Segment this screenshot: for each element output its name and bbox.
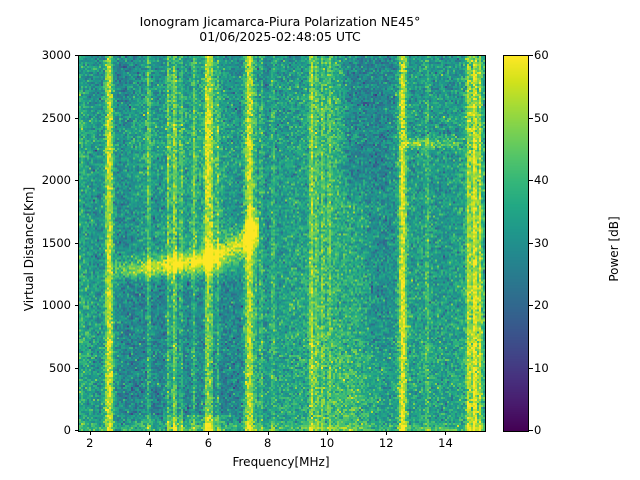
- x-axis-label: Frequency[MHz]: [232, 455, 330, 469]
- x-axis-tick-label: 12: [378, 436, 394, 450]
- x-axis-tick-mark: [208, 431, 210, 435]
- x-axis-tick-label: 10: [319, 436, 335, 450]
- y-axis-tick-label: 3000: [41, 48, 71, 62]
- y-axis-tick-label: 2000: [41, 173, 71, 187]
- colorbar-tick-mark: [529, 305, 533, 306]
- colorbar: [503, 55, 529, 432]
- y-axis-tick-mark: [74, 117, 78, 119]
- ionogram-heatmap: [79, 56, 485, 431]
- colorbar-tick-label: 40: [534, 173, 549, 187]
- x-axis-tick-mark: [267, 431, 269, 435]
- colorbar-label: Power [dB]: [607, 216, 621, 282]
- y-axis: 0 500 1000 1500 2000 2500 3000: [0, 0, 78, 480]
- x-axis-tick-mark: [326, 431, 328, 435]
- y-axis-tick-mark: [74, 180, 78, 181]
- x-axis-tick-mark: [89, 431, 91, 435]
- y-axis-tick-label: 1000: [41, 298, 71, 312]
- colorbar-tick-mark: [529, 242, 533, 244]
- colorbar-tick-label: 60: [534, 48, 549, 62]
- y-axis-tick-mark: [74, 430, 78, 431]
- colorbar-gradient: [504, 56, 528, 431]
- y-axis-tick-label: 1500: [41, 235, 71, 250]
- x-axis-tick-label: 4: [145, 436, 153, 450]
- colorbar-tick-label: 0: [534, 423, 542, 437]
- colorbar-tick-mark: [529, 180, 533, 181]
- x-axis-tick-label: 6: [204, 436, 213, 450]
- y-axis-tick-mark: [74, 55, 78, 56]
- colorbar-tick-mark: [529, 55, 533, 56]
- title-line-1: Ionogram Jicamarca-Piura Polarization NE…: [139, 14, 421, 29]
- x-axis-tick-label: 8: [263, 436, 272, 450]
- x-axis-tick-mark: [149, 431, 151, 435]
- x-axis-tick-mark: [445, 431, 447, 435]
- y-axis-tick-mark: [74, 242, 78, 244]
- x-axis-tick-label: 14: [438, 436, 453, 450]
- x-axis-tick-label: 2: [86, 436, 94, 450]
- colorbar-tick-label: 10: [534, 360, 549, 375]
- y-axis-tick-label: 0: [63, 423, 71, 437]
- chart-title: Ionogram Jicamarca-Piura Polarization NE…: [0, 14, 560, 44]
- y-axis-tick-mark: [74, 305, 78, 306]
- x-axis-tick-mark: [386, 431, 388, 435]
- colorbar-tick-label: 30: [534, 235, 549, 250]
- colorbar-tick-label: 20: [534, 298, 549, 312]
- y-axis-tick-mark: [74, 367, 78, 369]
- title-line-2: 01/06/2025-02:48:05 UTC: [199, 29, 361, 44]
- y-axis-tick-label: 2500: [41, 110, 71, 125]
- colorbar-tick-mark: [529, 117, 533, 119]
- colorbar-tick-label: 50: [534, 110, 549, 125]
- colorbar-tick-mark: [529, 430, 533, 431]
- colorbar-tick-mark: [529, 367, 533, 369]
- plot-area[interactable]: [78, 55, 486, 432]
- y-axis-tick-label: 500: [49, 360, 71, 375]
